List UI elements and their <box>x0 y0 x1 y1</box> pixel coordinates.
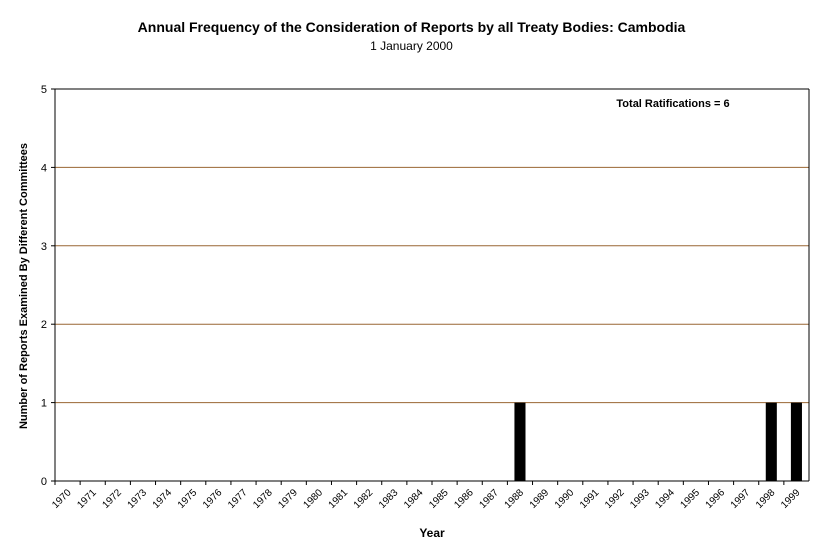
bar-1998 <box>765 402 777 481</box>
y-tick-label: 1 <box>41 398 47 410</box>
y-tick-label: 4 <box>41 162 47 174</box>
y-tick-label: 2 <box>41 319 47 331</box>
y-tick-labels: 0 1 2 3 4 5 <box>41 84 47 488</box>
x-tick-label: 1996 <box>704 487 728 511</box>
x-tick-label: 1998 <box>754 487 778 511</box>
x-tick-label: 1978 <box>251 487 275 511</box>
chart-title: Annual Frequency of the Consideration of… <box>137 19 686 35</box>
x-axis-label: Year <box>419 526 445 540</box>
x-tick-label: 1992 <box>603 487 627 511</box>
x-tick-label: 1986 <box>452 487 476 511</box>
bar-1988 <box>514 402 526 481</box>
bar-1999 <box>790 402 802 481</box>
x-tick-label: 1991 <box>578 487 602 511</box>
x-tick-label: 1994 <box>653 487 677 511</box>
x-tick-label: 1988 <box>503 487 527 511</box>
x-tick-label: 1995 <box>679 487 703 511</box>
x-tick-label: 1974 <box>151 487 175 511</box>
chart-subtitle: 1 January 2000 <box>370 39 453 53</box>
y-tick-label: 0 <box>41 476 47 488</box>
x-tick-label: 1981 <box>327 487 351 511</box>
x-tick-label: 1987 <box>477 487 501 511</box>
gridlines <box>55 88 809 404</box>
x-tick-label: 1975 <box>176 487 200 511</box>
x-tick-labels: 1970 1971 1972 1973 1974 1975 1976 1977 1978 1979… <box>50 487 803 511</box>
total-ratifications-annotation: Total Ratifications = 6 <box>616 98 729 110</box>
bars <box>514 402 802 481</box>
x-tick-label: 1970 <box>50 487 74 511</box>
x-tick-label: 1971 <box>75 487 99 511</box>
x-tick-label: 1990 <box>553 487 577 511</box>
x-tick-label: 1984 <box>402 487 426 511</box>
x-tick-label: 1989 <box>528 487 552 511</box>
x-tick-label: 1985 <box>427 487 451 511</box>
y-axis-label: Number of Reports Examined By Different … <box>18 143 30 429</box>
x-tick-label: 1976 <box>201 487 225 511</box>
x-tick-label: 1997 <box>729 487 753 511</box>
x-tick-label: 1999 <box>779 487 803 511</box>
x-tick-label: 1973 <box>126 487 150 511</box>
y-tick-label: 3 <box>41 241 47 253</box>
y-tick-label: 5 <box>41 84 47 96</box>
x-tick-label: 1983 <box>377 487 401 511</box>
axes <box>51 88 810 485</box>
x-tick-label: 1972 <box>100 487 124 511</box>
x-tick-label: 1979 <box>276 487 300 511</box>
x-tick-label: 1977 <box>226 487 250 511</box>
x-tick-label: 1980 <box>302 487 326 511</box>
x-tick-label: 1982 <box>352 487 376 511</box>
x-tick-label: 1993 <box>628 487 652 511</box>
